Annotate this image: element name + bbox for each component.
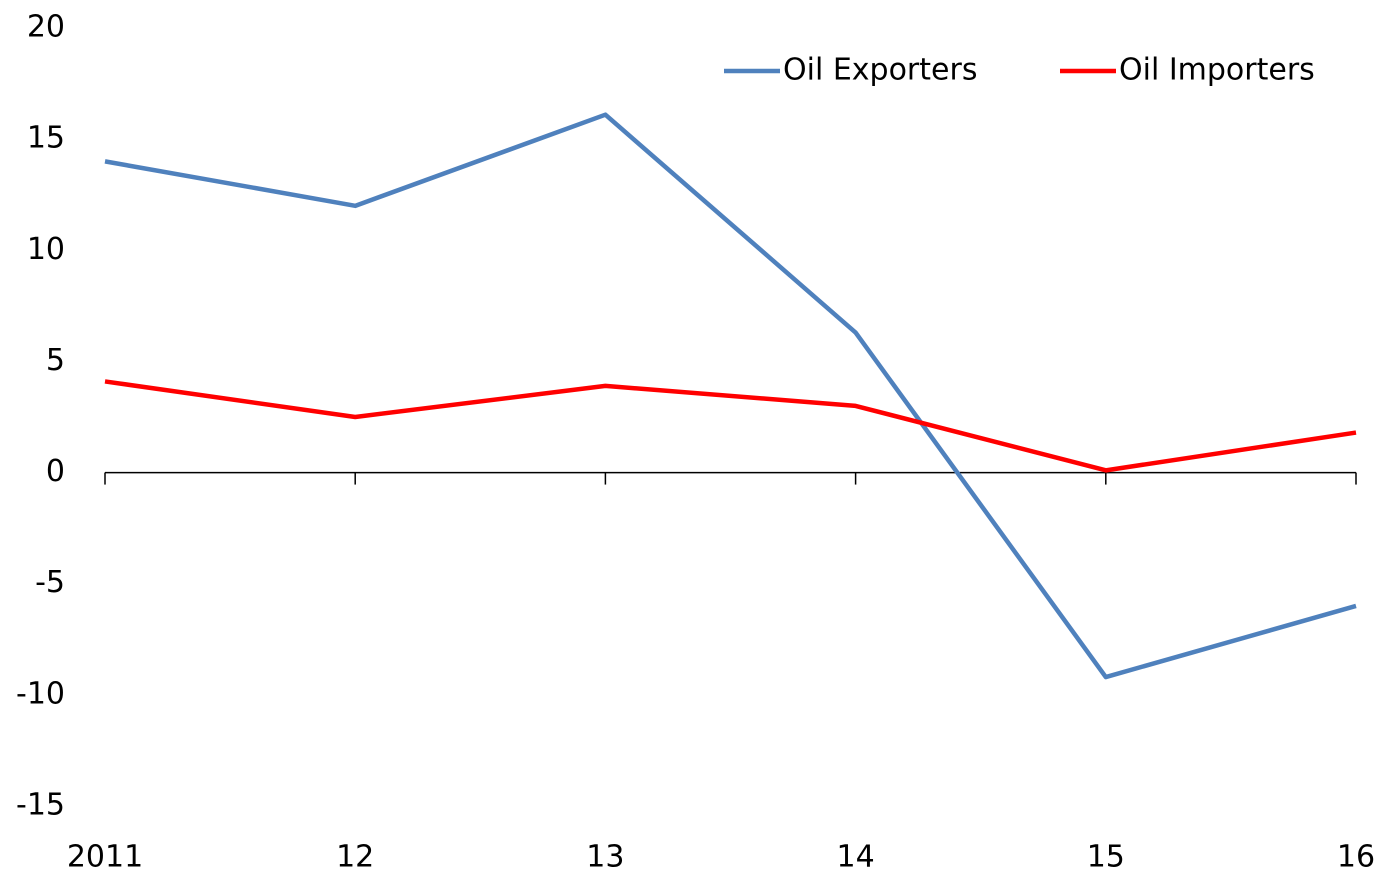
y-tick-label: -10 [16, 676, 65, 711]
y-tick-label: 0 [46, 454, 65, 489]
y-tick-label: 20 [27, 10, 65, 45]
series-line [104, 379, 1357, 473]
x-tick-label: 16 [1337, 840, 1375, 875]
x-tick-label: 14 [837, 840, 875, 875]
series-line [104, 112, 1357, 680]
x-tick-label: 15 [1087, 840, 1125, 875]
x-tick-label: 12 [336, 840, 374, 875]
legend-label: Oil Exporters [783, 53, 977, 88]
y-tick-label: -15 [16, 788, 65, 823]
x-tick-label: 13 [586, 840, 624, 875]
y-tick-label: -5 [35, 565, 65, 600]
y-tick-label: 5 [46, 343, 65, 378]
y-tick-label: 15 [27, 121, 65, 156]
x-tick-label: 2011 [67, 840, 143, 875]
legend-label: Oil Importers [1119, 53, 1315, 88]
y-tick-label: 10 [27, 232, 65, 267]
